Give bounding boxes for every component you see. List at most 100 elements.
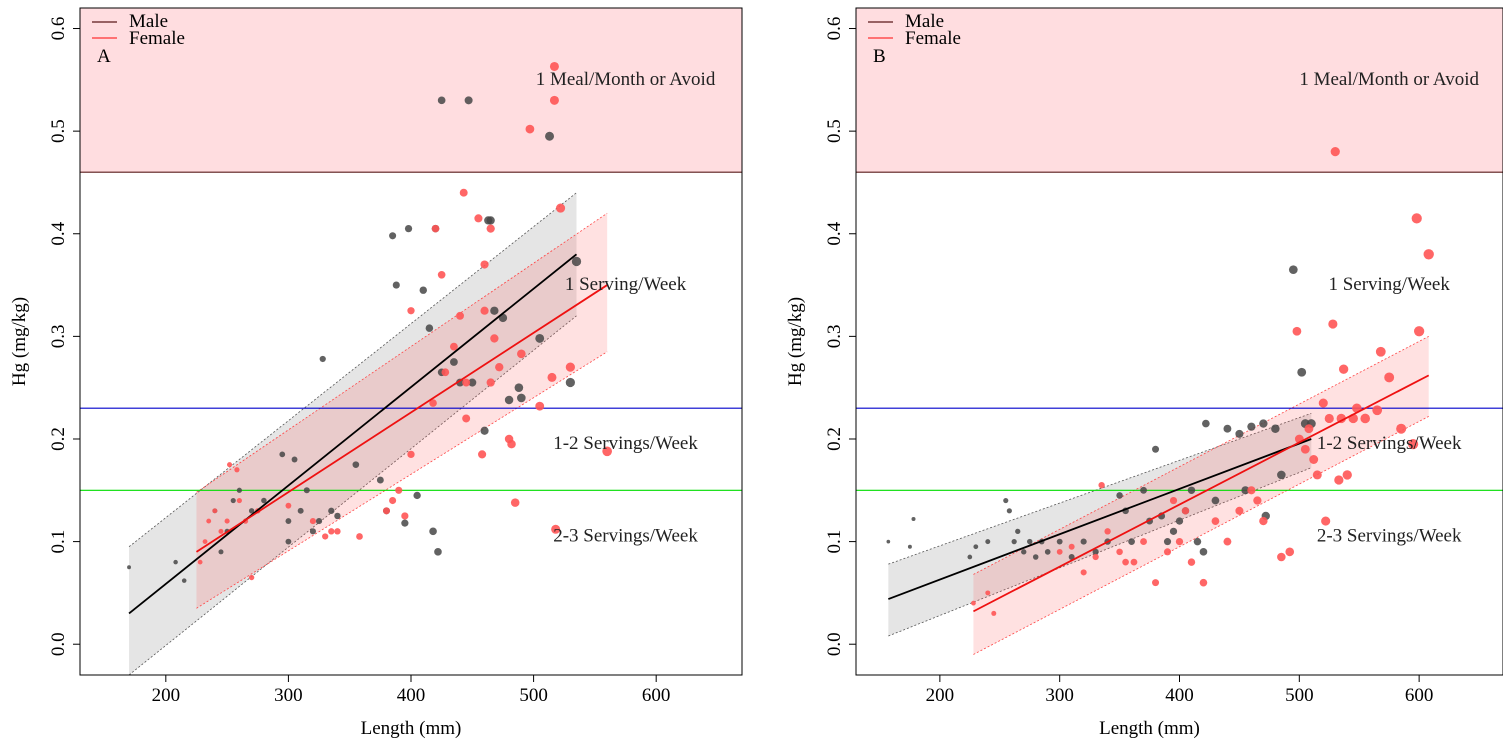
- data-point-female: [1152, 579, 1160, 587]
- data-point-male: [181, 578, 187, 583]
- data-point-female: [1068, 543, 1075, 550]
- ci-band-male: [888, 413, 1312, 637]
- data-point-female: [309, 518, 316, 525]
- data-point-male: [1271, 424, 1280, 433]
- x-tick-label: 200: [926, 685, 955, 706]
- data-point-female: [1181, 507, 1190, 515]
- data-point-male: [285, 518, 292, 524]
- data-point-female: [1328, 319, 1338, 329]
- data-point-male: [334, 512, 341, 520]
- data-point-male: [389, 232, 397, 240]
- data-point-male: [1056, 538, 1063, 545]
- band-label: 1 Serving/Week: [1328, 274, 1450, 295]
- x-axis-title: Length (mm): [361, 718, 462, 739]
- y-tick-label: 0.1: [48, 530, 69, 554]
- legend-label-male: Male: [905, 11, 944, 32]
- data-point-female: [517, 349, 526, 359]
- band-label: 2-3 Servings/Week: [1317, 526, 1462, 547]
- ci-band-female: [196, 213, 608, 609]
- data-point-female: [1098, 481, 1105, 489]
- data-point-male: [468, 378, 477, 387]
- data-point-female: [1375, 346, 1386, 357]
- data-point-male: [1187, 486, 1196, 495]
- ci-upper-female: [973, 336, 1429, 575]
- data-point-male: [1068, 554, 1075, 560]
- data-point-female: [1312, 470, 1322, 480]
- data-point-female: [1187, 558, 1196, 566]
- data-point-female: [212, 508, 218, 514]
- data-point-male: [404, 224, 413, 233]
- data-point-female: [1342, 470, 1352, 480]
- data-point-female: [431, 224, 440, 233]
- x-axis-title: Length (mm): [1099, 718, 1200, 739]
- y-tick-label: 0.4: [824, 221, 845, 245]
- data-point-female: [1338, 364, 1349, 374]
- data-point-male: [464, 96, 473, 105]
- data-point-male: [886, 539, 891, 544]
- x-tick-label: 600: [642, 685, 671, 706]
- data-point-female: [547, 372, 557, 382]
- data-point-male: [1259, 419, 1268, 428]
- data-point-male: [1163, 538, 1172, 546]
- data-point-female: [1336, 413, 1346, 424]
- data-point-male: [973, 544, 979, 550]
- data-point-male: [480, 426, 489, 435]
- data-point-male: [1152, 445, 1160, 453]
- data-point-female: [535, 401, 545, 411]
- data-point-male: [1021, 549, 1027, 555]
- data-point-female: [462, 414, 471, 423]
- data-point-female: [1423, 249, 1434, 260]
- data-point-male: [1032, 554, 1039, 560]
- y-tick-label: 0.3: [824, 324, 845, 348]
- data-point-female: [486, 378, 495, 387]
- data-point-male: [571, 256, 582, 267]
- data-point-female: [1169, 496, 1178, 505]
- data-point-female: [551, 524, 561, 534]
- data-point-female: [1175, 537, 1184, 546]
- x-tick-label: 500: [1285, 685, 1314, 706]
- data-point-female: [486, 224, 495, 233]
- data-point-female: [1116, 548, 1123, 556]
- data-point-female: [1092, 553, 1099, 561]
- data-point-female: [248, 574, 255, 581]
- data-point-female: [480, 306, 489, 315]
- y-axis-title: Hg (mg/kg): [9, 297, 30, 386]
- data-point-male: [535, 334, 545, 343]
- data-point-male: [1006, 508, 1012, 514]
- data-point-male: [429, 527, 437, 536]
- data-point-female: [478, 450, 487, 459]
- ci-upper-male: [128, 192, 577, 548]
- data-point-female: [1104, 528, 1111, 535]
- data-point-male: [434, 548, 442, 556]
- data-point-female: [224, 518, 230, 524]
- data-point-male: [1003, 497, 1009, 504]
- data-point-female: [1130, 558, 1138, 566]
- data-point-female: [991, 610, 997, 616]
- data-point-male: [248, 508, 255, 514]
- data-point-female: [525, 124, 535, 134]
- data-point-male: [517, 393, 526, 403]
- panel-label: A: [97, 46, 111, 67]
- data-point-female: [456, 311, 464, 320]
- data-point-female: [1247, 486, 1256, 495]
- y-tick-label: 0.1: [824, 530, 845, 554]
- data-point-female: [401, 512, 409, 520]
- data-point-female: [441, 368, 450, 377]
- data-point-female: [437, 270, 446, 279]
- data-point-female: [227, 462, 233, 468]
- data-point-male: [127, 565, 131, 570]
- data-point-male: [1116, 492, 1123, 499]
- data-point-female: [1334, 475, 1344, 485]
- y-tick-label: 0.4: [48, 221, 69, 245]
- data-point-female: [1324, 413, 1334, 424]
- data-point-female: [556, 203, 566, 213]
- x-tick-label: 400: [397, 685, 426, 706]
- band-label: 2-3 Servings/Week: [553, 526, 698, 547]
- data-point-male: [985, 539, 991, 545]
- data-point-female: [1080, 569, 1087, 576]
- data-point-male: [1235, 429, 1244, 438]
- data-point-male: [967, 554, 973, 560]
- panel-b: 1 Meal/Month or Avoid 1 Serving/Week 1-2 S…: [785, 7, 1503, 739]
- data-point-male: [425, 324, 434, 332]
- x-tick-label: 200: [152, 685, 181, 706]
